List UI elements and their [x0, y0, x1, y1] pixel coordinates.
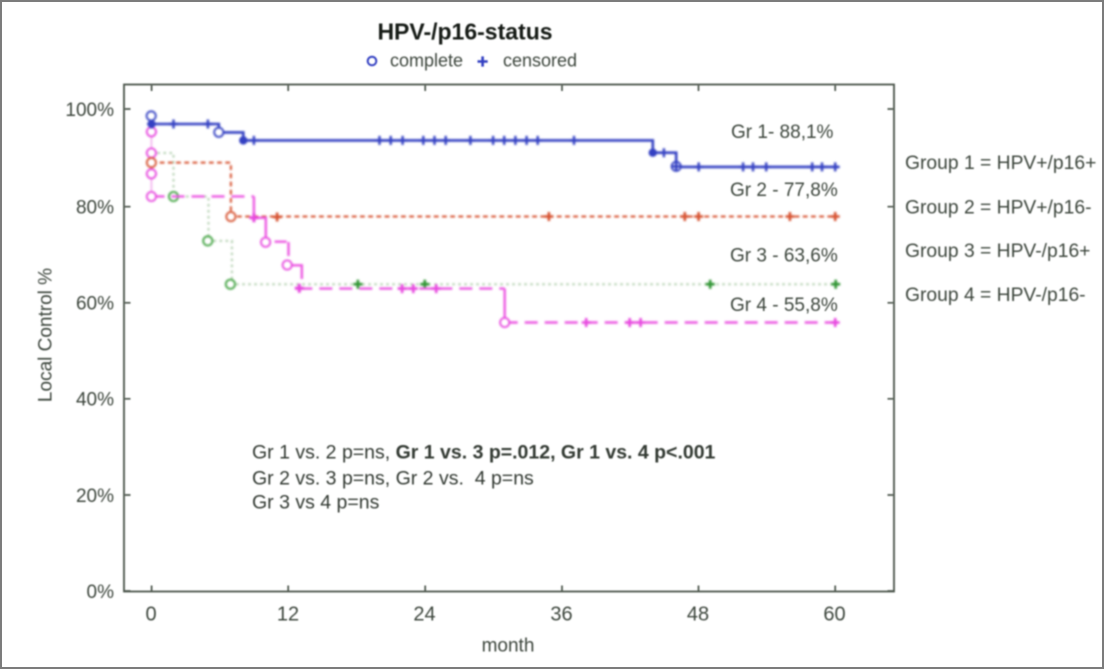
svg-text:complete: complete: [390, 51, 463, 71]
svg-text:HPV-/p16-status: HPV-/p16-status: [377, 19, 552, 45]
svg-text:Group 2 = HPV+/p16-: Group 2 = HPV+/p16-: [905, 198, 1092, 219]
svg-text:Group 4 = HPV-/p16-: Group 4 = HPV-/p16-: [905, 285, 1086, 306]
svg-text:Gr 1 vs. 2 p=ns, Gr 1 vs. 3 p=: Gr 1 vs. 2 p=ns, Gr 1 vs. 3 p=.012, Gr 1…: [252, 442, 716, 464]
svg-text:Gr 1- 88,1%: Gr 1- 88,1%: [731, 122, 834, 143]
svg-text:Gr 2 vs. 3 p=ns, Gr 2 vs. 4 p: Gr 2 vs. 3 p=ns, Gr 2 vs. 4 p=ns: [252, 468, 534, 490]
svg-text:36: 36: [550, 604, 572, 626]
svg-text:Gr 2 - 77,8%: Gr 2 - 77,8%: [730, 180, 838, 201]
svg-text:Gr 3 vs 4 p=ns: Gr 3 vs 4 p=ns: [252, 492, 380, 514]
svg-text:censored: censored: [503, 51, 577, 71]
svg-text:40%: 40%: [76, 390, 114, 411]
svg-text:100%: 100%: [65, 100, 114, 121]
svg-text:24: 24: [413, 604, 435, 626]
svg-text:Group 3 = HPV-/p16+: Group 3 = HPV-/p16+: [905, 241, 1090, 262]
svg-text:80%: 80%: [76, 198, 114, 219]
svg-text:Gr 4 - 55,8%: Gr 4 - 55,8%: [730, 295, 838, 316]
svg-text:month: month: [482, 636, 535, 657]
svg-text:Gr 3 - 63,6%: Gr 3 - 63,6%: [730, 246, 838, 267]
svg-text:0%: 0%: [87, 582, 115, 603]
svg-text:Local Control %: Local Control %: [36, 268, 57, 402]
svg-text:Group 1 = HPV+/p16+: Group 1 = HPV+/p16+: [905, 153, 1096, 174]
svg-text:20%: 20%: [76, 486, 114, 507]
svg-text:48: 48: [687, 604, 709, 626]
svg-text:0: 0: [145, 604, 156, 626]
svg-text:60: 60: [823, 604, 845, 626]
svg-text:60%: 60%: [76, 294, 114, 315]
svg-text:12: 12: [277, 604, 299, 626]
